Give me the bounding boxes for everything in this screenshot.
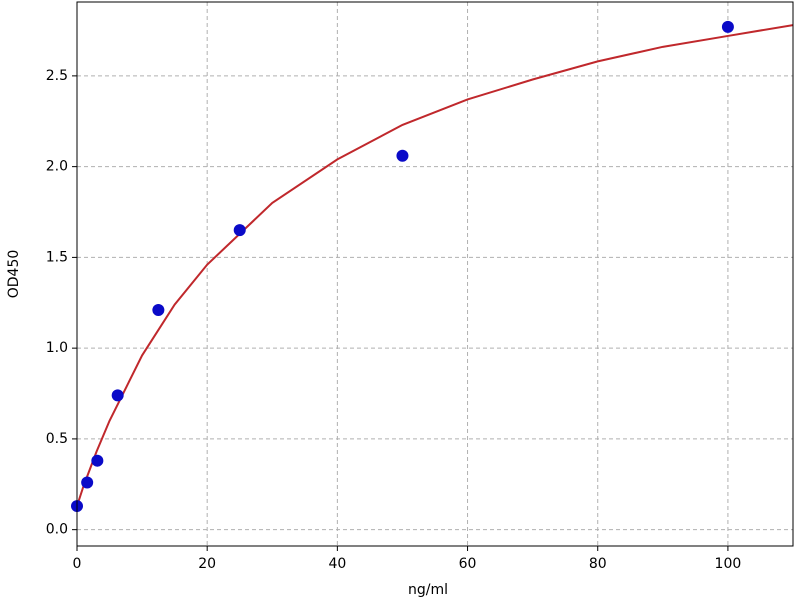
- x-tick-label: 80: [589, 556, 607, 572]
- y-axis-label: OD450: [6, 250, 22, 299]
- data-point: [721, 20, 734, 33]
- x-tick-label: 40: [328, 556, 346, 572]
- y-tick-label: 1.0: [46, 340, 68, 356]
- x-axis-label: ng/ml: [408, 582, 448, 598]
- data-point: [233, 224, 246, 237]
- y-tick-label: 2.5: [46, 68, 68, 84]
- plot-frame: [76, 1, 794, 547]
- x-tick-label: 20: [198, 556, 216, 572]
- x-tick-label: 0: [73, 556, 82, 572]
- y-tick-label: 1.5: [46, 249, 68, 265]
- y-tick-label: 0.5: [46, 431, 68, 447]
- x-tick-label: 60: [459, 556, 477, 572]
- y-tick-label: 0.0: [46, 522, 68, 538]
- data-point: [152, 304, 165, 317]
- data-point: [81, 476, 94, 489]
- data-point: [396, 149, 409, 162]
- x-tick-label: 100: [715, 556, 742, 572]
- y-tick-label: 2.0: [46, 159, 68, 175]
- data-point: [111, 389, 124, 402]
- data-point: [91, 454, 104, 467]
